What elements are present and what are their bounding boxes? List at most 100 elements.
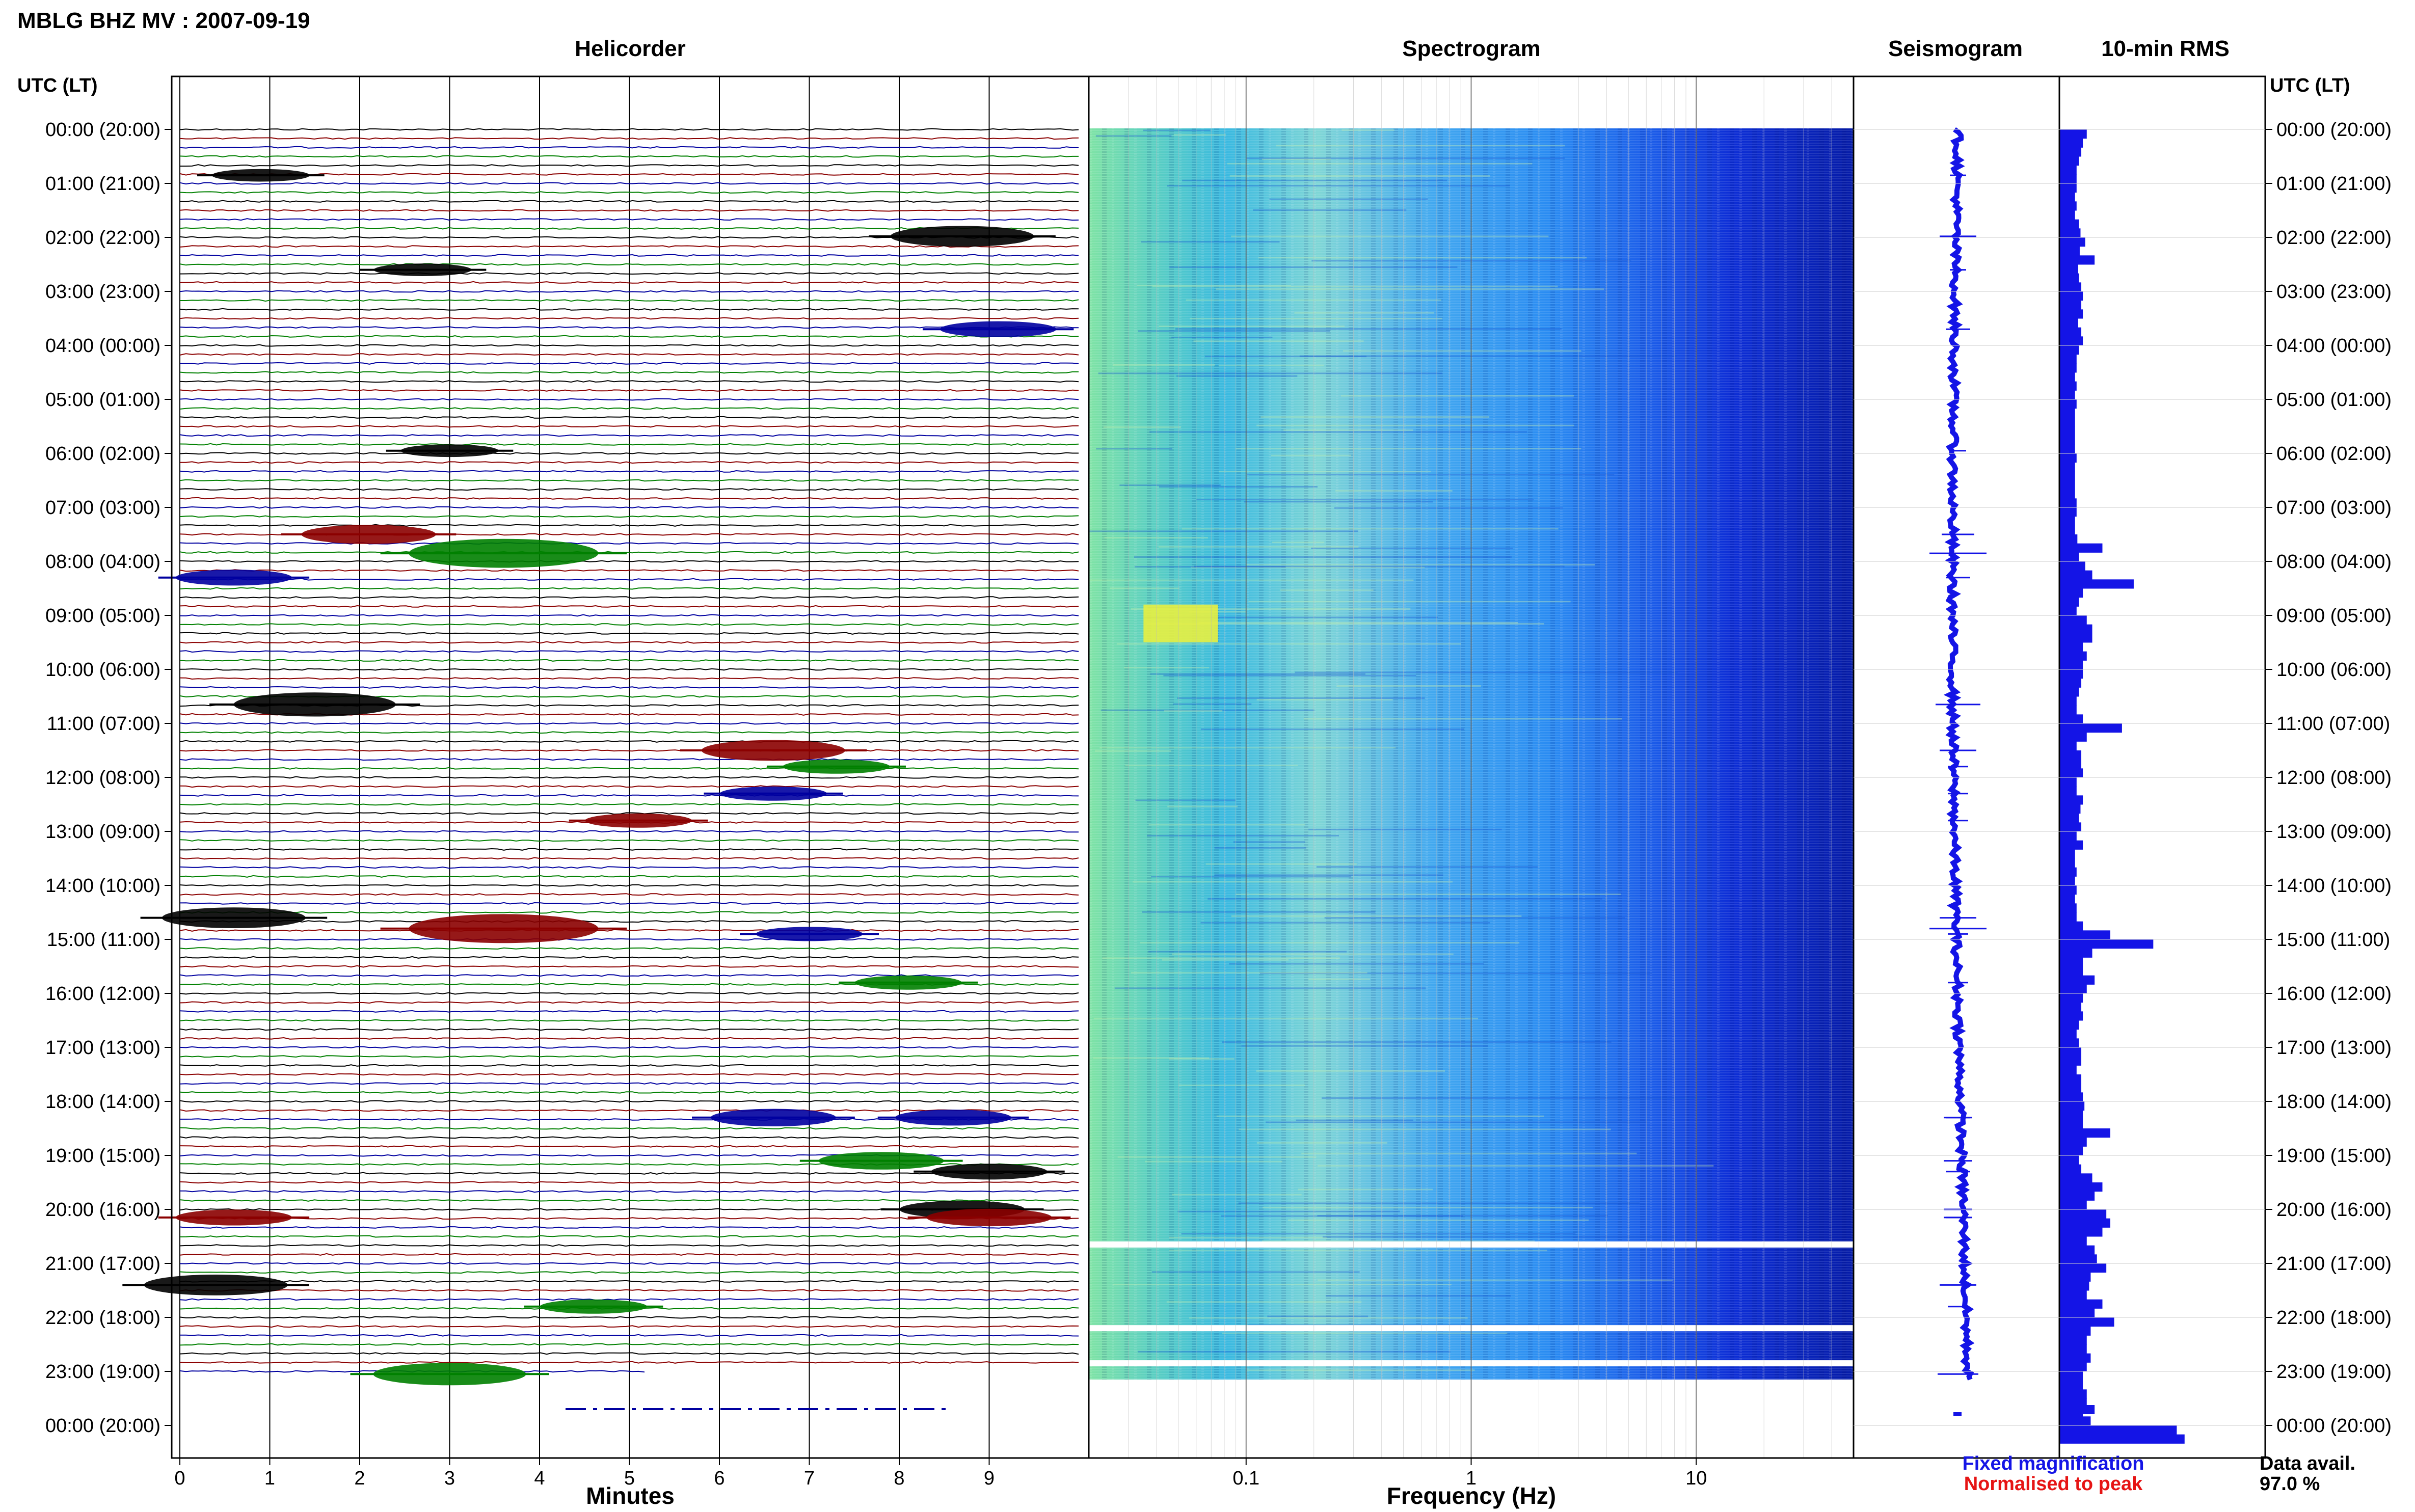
rms-bar bbox=[2059, 1038, 2079, 1048]
rms-bar bbox=[2059, 732, 2087, 742]
hour-label-left: 07:00 (03:00) bbox=[45, 497, 160, 519]
rms-bar bbox=[2059, 1353, 2091, 1363]
rms-bar bbox=[2059, 903, 2077, 913]
hour-label-right: 12:00 (08:00) bbox=[2276, 767, 2392, 789]
spectrogram-streak bbox=[1193, 340, 1364, 342]
helicorder-trace bbox=[179, 1100, 1079, 1103]
spectrogram-streak bbox=[1172, 953, 1454, 955]
rms-bar-partial bbox=[2059, 1405, 2095, 1414]
hour-label-left: 06:00 (02:00) bbox=[45, 443, 160, 465]
rms-bar bbox=[2059, 1191, 2095, 1201]
hour-label-right: 01:00 (21:00) bbox=[2276, 173, 2392, 195]
spectrogram-streak bbox=[1200, 728, 1464, 731]
rms-bar bbox=[2059, 768, 2083, 778]
rms-bar bbox=[2059, 1173, 2092, 1183]
spectrogram-streak bbox=[1200, 922, 1490, 924]
spectrogram-streak bbox=[1138, 330, 1330, 332]
spectrogram-streak bbox=[1167, 185, 1510, 187]
rms-bar bbox=[2059, 489, 2075, 499]
hour-label-left: 02:00 (22:00) bbox=[45, 227, 160, 249]
spectrogram-streak bbox=[1308, 978, 1371, 980]
minute-tick-label: 9 bbox=[984, 1468, 995, 1489]
spectrogram-streak bbox=[1172, 1194, 1302, 1196]
helicorder-trace bbox=[179, 317, 1079, 320]
spectrogram-streak bbox=[1182, 528, 1559, 530]
spectrogram-streak bbox=[1303, 718, 1622, 720]
spectrogram-streak bbox=[1134, 556, 1512, 558]
helicorder-trace bbox=[179, 1154, 1079, 1157]
spectrogram-streak bbox=[1096, 448, 1172, 450]
rms-bar bbox=[2059, 1110, 2083, 1120]
rms-bar bbox=[2059, 984, 2087, 994]
spectrogram-streak bbox=[1149, 431, 1527, 433]
rms-bar bbox=[2059, 948, 2092, 958]
rms-bar bbox=[2059, 885, 2077, 895]
hour-label-left: 23:00 (19:00) bbox=[45, 1361, 160, 1383]
seismogram-tail bbox=[1953, 1412, 1962, 1416]
spectrogram-streak bbox=[1158, 546, 1359, 548]
rms-bar bbox=[2059, 525, 2075, 535]
spectrogram-streak bbox=[1146, 834, 1339, 836]
helicorder-trace bbox=[179, 1055, 1079, 1058]
rms-bar bbox=[2059, 399, 2077, 409]
hour-label-left: 08:00 (04:00) bbox=[45, 551, 160, 573]
spectrogram-streak bbox=[1231, 915, 1522, 917]
minute-tick-label: 7 bbox=[804, 1468, 815, 1489]
hour-label-right: 10:00 (06:00) bbox=[2276, 659, 2392, 681]
rms-bar bbox=[2059, 345, 2079, 355]
helicorder-trace bbox=[179, 1064, 1079, 1067]
helicorder-trace bbox=[180, 299, 1079, 302]
minute-tick-label: 6 bbox=[714, 1468, 725, 1489]
helicorder-trace bbox=[179, 506, 1079, 509]
helicorder-trace bbox=[179, 911, 1079, 914]
helicorder-trace bbox=[179, 1190, 1079, 1193]
spectrogram-streak bbox=[1166, 1301, 1362, 1303]
spectrogram-streak bbox=[1173, 703, 1252, 705]
rms-bar bbox=[2059, 1218, 2110, 1228]
frequency-tick-label: 10 bbox=[1685, 1468, 1707, 1489]
rms-bar bbox=[2059, 1200, 2087, 1210]
hour-label-left: 20:00 (16:00) bbox=[45, 1199, 160, 1221]
rms-bar bbox=[2059, 759, 2082, 769]
hour-label-left: 00:00 (20:00) bbox=[45, 1415, 160, 1437]
helicorder-trace bbox=[179, 740, 1079, 743]
helicorder-trace bbox=[179, 866, 1079, 869]
spectrogram-streak bbox=[1167, 805, 1238, 807]
helicorder-panel bbox=[122, 76, 1089, 1458]
rms-bar bbox=[2059, 471, 2075, 481]
spectrogram-streak bbox=[1334, 507, 1563, 509]
spectrogram-streak bbox=[1271, 454, 1351, 456]
spectrogram-streak bbox=[1262, 1240, 1535, 1242]
rms-bar bbox=[2059, 237, 2085, 247]
spectrogram-streak bbox=[1131, 971, 1367, 974]
rms-bar bbox=[2059, 1389, 2087, 1399]
hour-label-left: 00:00 (20:00) bbox=[45, 119, 160, 141]
data-availability-label: Data avail. bbox=[2260, 1453, 2355, 1474]
spectrogram-bright-patch bbox=[1143, 604, 1218, 642]
helicorder-trace bbox=[179, 1082, 1079, 1085]
legend-fixed-magnification: Fixed magnification bbox=[1963, 1453, 2144, 1474]
rms-bar bbox=[2059, 570, 2092, 580]
spectrogram-streak bbox=[1336, 685, 1481, 687]
helicorder-trace bbox=[179, 488, 1079, 491]
rms-bar bbox=[2059, 300, 2082, 310]
spectrogram-streak bbox=[1102, 957, 1340, 959]
spectrogram-streak bbox=[1133, 881, 1453, 883]
rms-bar bbox=[2059, 1281, 2089, 1291]
rms-bar bbox=[2059, 993, 2083, 1003]
rms-bar bbox=[2059, 723, 2122, 733]
helicorder-trace bbox=[179, 722, 1079, 725]
rms-bar bbox=[2059, 1020, 2079, 1030]
spectrogram-streak bbox=[1295, 671, 1678, 673]
rms-bar bbox=[2059, 1119, 2083, 1129]
helicorder-trace bbox=[179, 1145, 1079, 1148]
hour-label-right: 00:00 (20:00) bbox=[2276, 119, 2392, 141]
helicorder-trace bbox=[179, 326, 1079, 329]
frequency-axis-title: Frequency (Hz) bbox=[1387, 1482, 1556, 1509]
helicorder-trace bbox=[179, 416, 1079, 419]
spectrogram-streak bbox=[1114, 987, 1426, 989]
helicorder-trace bbox=[179, 1244, 1079, 1247]
spectrogram-streak bbox=[1214, 847, 1306, 849]
spectrogram-streak bbox=[1324, 917, 1625, 919]
spectrogram-streak bbox=[1262, 158, 1331, 160]
